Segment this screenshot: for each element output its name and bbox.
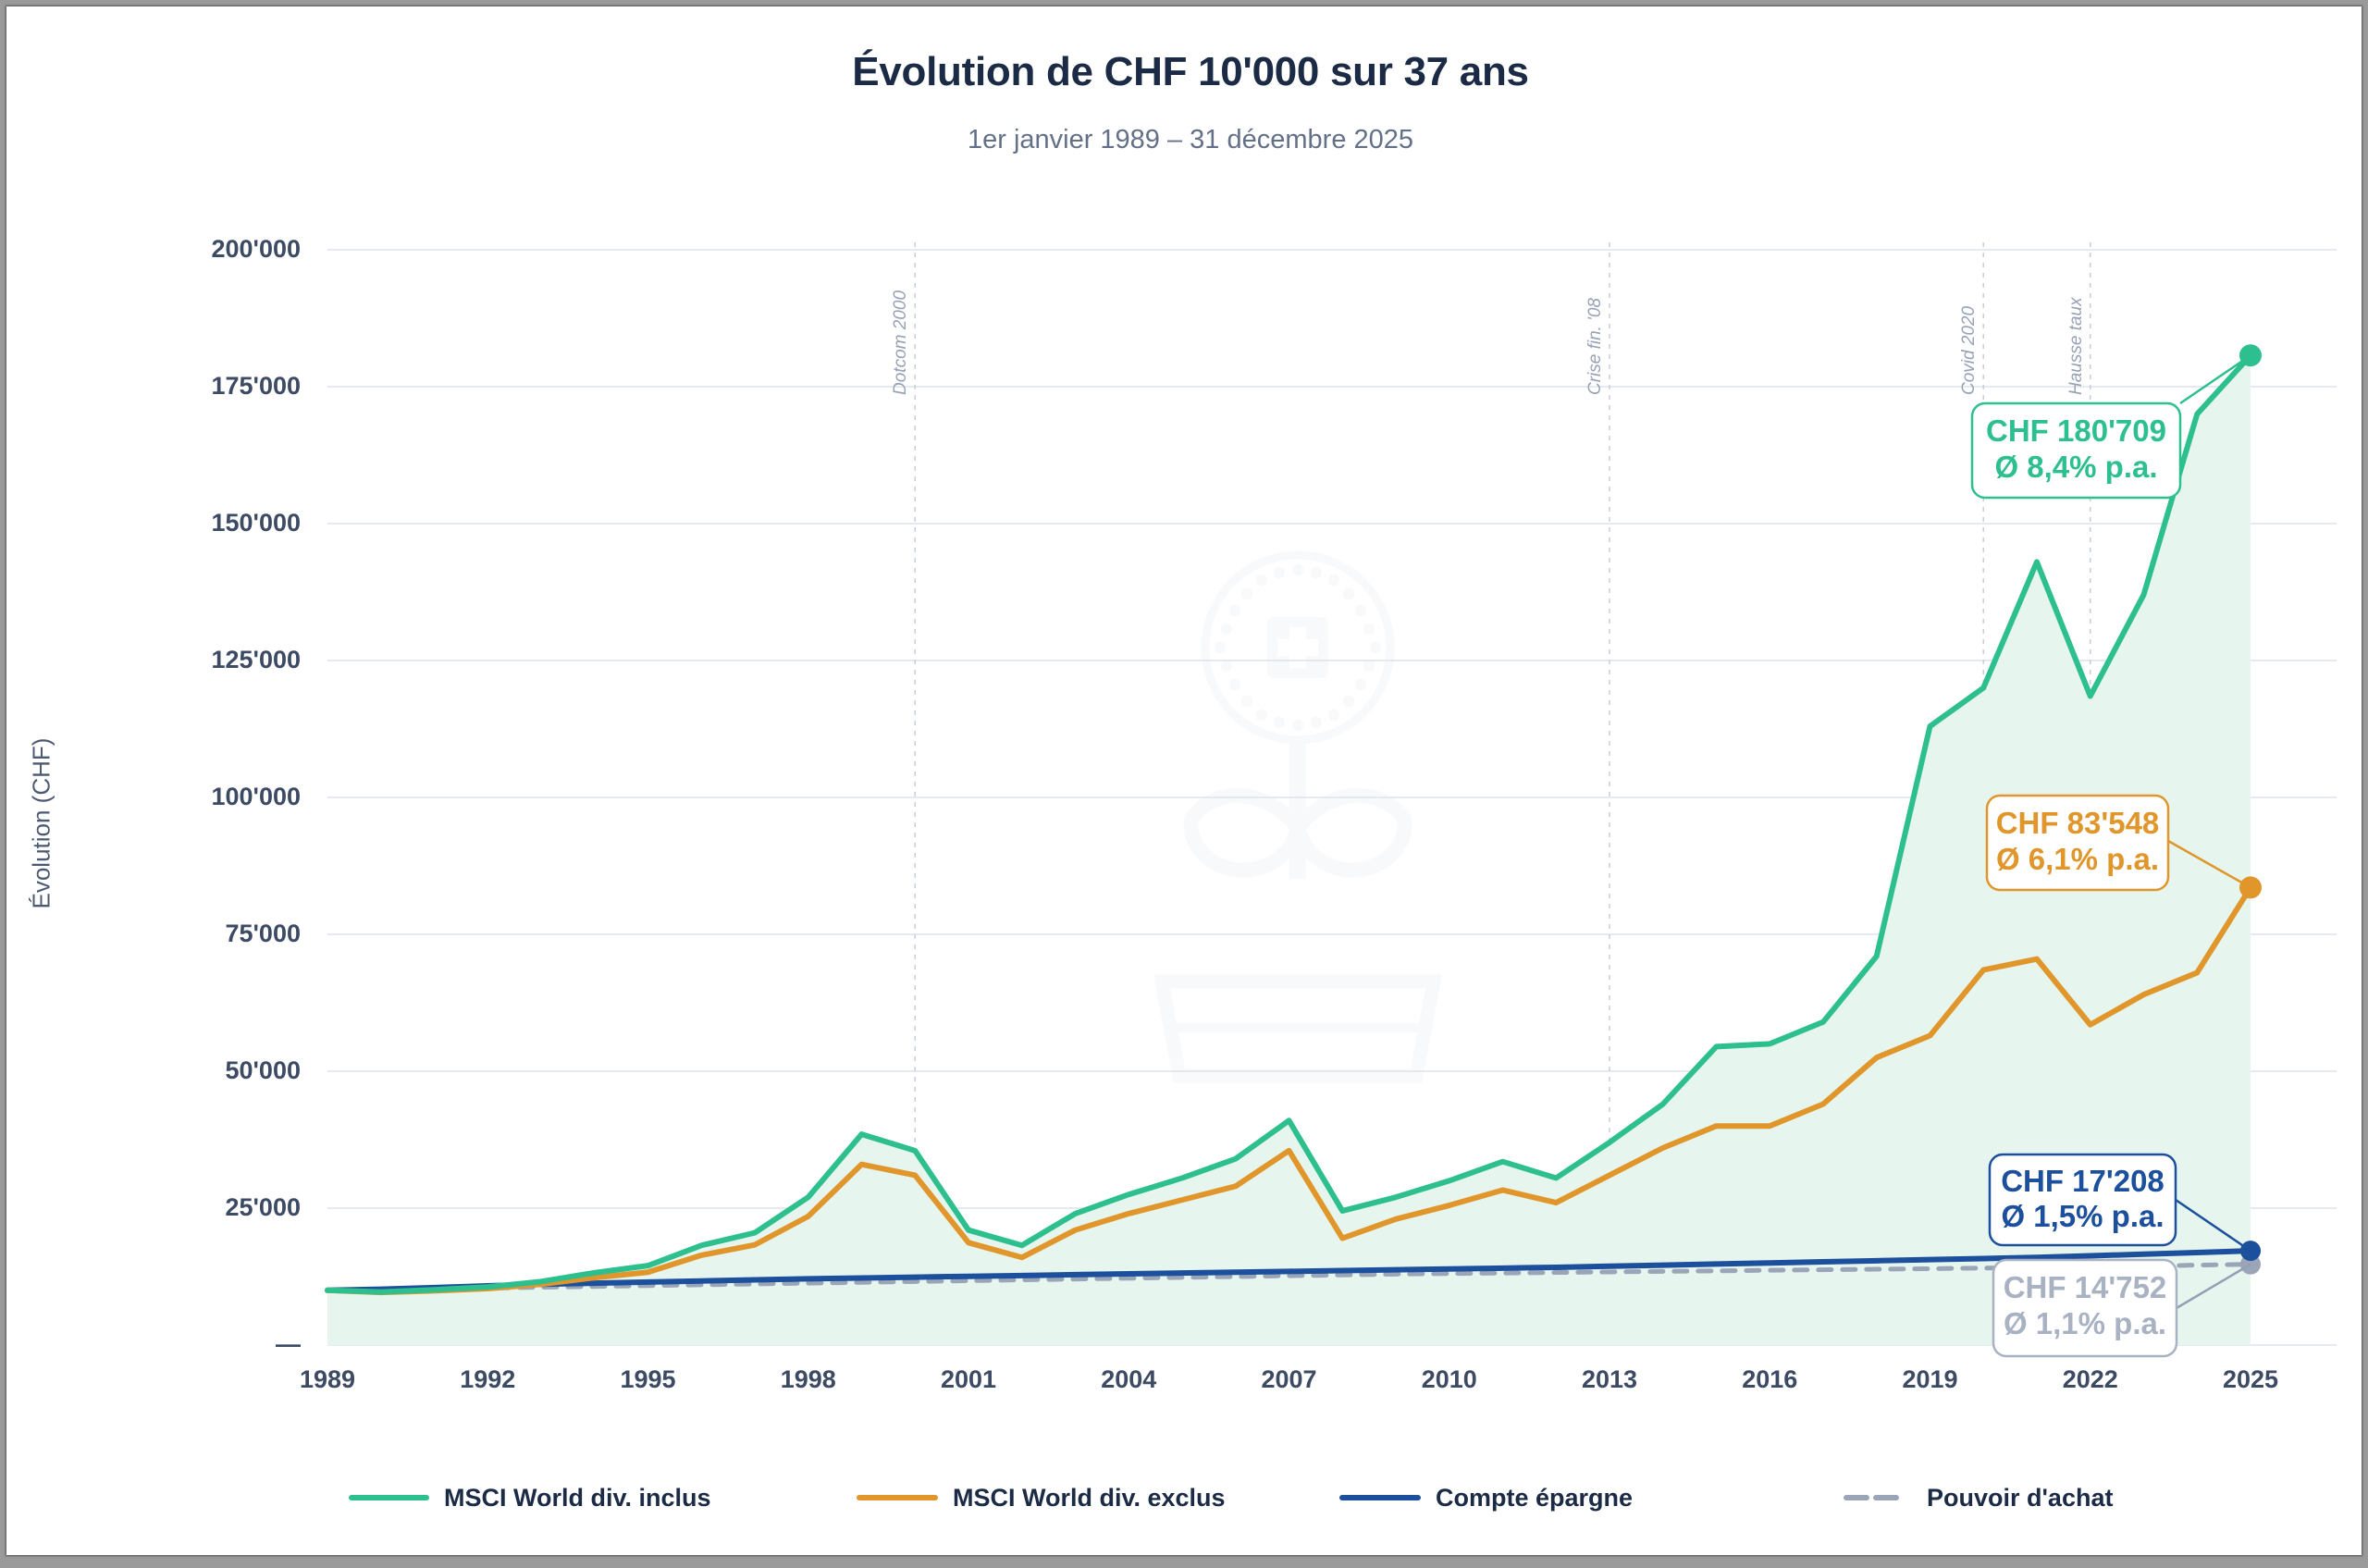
- svg-text:Compte épargne: Compte épargne: [1436, 1484, 1633, 1512]
- svg-text:MSCI World div. exclus: MSCI World div. exclus: [953, 1484, 1226, 1512]
- svg-text:MSCI World div. inclus: MSCI World div. inclus: [444, 1484, 711, 1512]
- svg-text:Pouvoir d'achat: Pouvoir d'achat: [1927, 1484, 2113, 1512]
